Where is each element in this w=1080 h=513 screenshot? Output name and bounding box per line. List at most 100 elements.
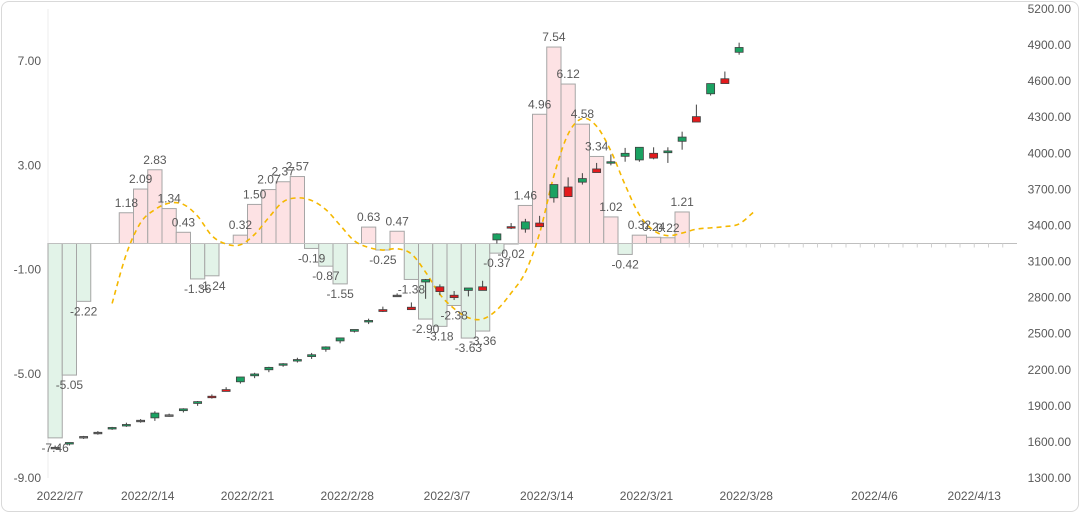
candle-2 [79, 435, 89, 439]
candle-27 [435, 284, 445, 296]
candle-25 [406, 302, 416, 311]
bar-label-34: 4.96 [528, 97, 552, 111]
right-tick-2: 1900.00 [1028, 399, 1072, 413]
candle-41 [634, 146, 644, 162]
bar-data-labels: -7.46 -5.05 -2.22 1.18 2.09 2.83 1.34 0.43 -1.36… [41, 30, 694, 455]
candle-21 [349, 329, 359, 333]
candle-40 [620, 147, 630, 162]
candle-48 [734, 42, 744, 55]
bar-label-11: -1.24 [198, 279, 226, 293]
bar-10 [190, 243, 206, 280]
bar-label-39: 1.02 [599, 200, 623, 214]
right-tick-3: 2200.00 [1028, 363, 1072, 377]
right-tick-0: 1300.00 [1028, 471, 1072, 485]
candle-0 [50, 445, 60, 450]
bar-label-43: 0.22 [656, 221, 680, 235]
candle-20 [335, 337, 345, 344]
candle-42 [649, 147, 659, 160]
bar-label-41: 0.32 [628, 218, 652, 232]
candle-22 [364, 318, 374, 325]
right-tick-11: 4600.00 [1028, 74, 1072, 88]
candle-26 [421, 278, 431, 299]
x-tick-9: 2022/4/13 [948, 489, 1002, 503]
right-axis-ticks: 1300.00 1600.00 1900.00 2200.00 2500.00 2800.… [1028, 2, 1072, 485]
candle-34 [535, 215, 545, 228]
candle-37 [577, 173, 587, 185]
candlestick-series [50, 42, 744, 450]
x-tick-0: 2022/2/7 [37, 489, 84, 503]
bar-series [47, 46, 690, 439]
bar-label-29: -3.63 [455, 341, 483, 355]
x-tick-2: 2022/2/21 [221, 489, 275, 503]
right-tick-7: 3400.00 [1028, 218, 1072, 232]
x-tick-5: 2022/3/14 [520, 489, 574, 503]
candle-46 [706, 83, 716, 96]
bar-label-5: 1.18 [115, 196, 139, 210]
x-axis-ticks: 2022/2/7 2022/2/14 2022/2/21 2022/2/28 2022/… [37, 489, 1002, 503]
right-tick-12: 4900.00 [1028, 38, 1072, 52]
bar-label-44: 1.21 [670, 195, 694, 209]
candle-10 [193, 401, 203, 406]
bar-label-36: 6.12 [556, 67, 580, 81]
bar-43 [660, 237, 676, 244]
candle-44 [677, 131, 687, 150]
bar-label-38: 3.34 [585, 139, 609, 153]
bar-label-2: -2.22 [70, 304, 98, 318]
bar-label-17: 2.57 [286, 160, 310, 174]
candle-47 [720, 71, 730, 84]
left-axis-ticks: -9.00 -5.00 -1.00 3.00 7.00 [14, 54, 42, 485]
candle-12 [221, 387, 231, 392]
x-tick-4: 2022/3/7 [424, 489, 471, 503]
candle-35 [549, 184, 559, 203]
bar-0 [47, 243, 63, 439]
candle-14 [250, 372, 260, 379]
bar-label-33: 1.46 [514, 188, 538, 202]
bar-label-10: -1.36 [184, 282, 212, 296]
candle-18 [307, 352, 317, 359]
bar-25 [403, 243, 419, 280]
x-tick-3: 2022/2/28 [321, 489, 375, 503]
bar-label-8: 1.34 [157, 192, 181, 206]
candle-23 [378, 306, 388, 313]
bar-42 [646, 236, 662, 245]
bar-label-31: -0.37 [483, 256, 511, 270]
left-tick-3: 3.00 [18, 158, 42, 172]
candle-3 [93, 431, 103, 435]
x-tick-6: 2022/3/21 [620, 489, 674, 503]
candle-6 [136, 419, 146, 423]
bar-24 [389, 230, 405, 245]
bar-13 [232, 234, 248, 244]
bar-label-27: -3.18 [426, 329, 454, 343]
bar-23 [375, 243, 391, 251]
bar-40 [617, 243, 633, 255]
left-tick-2: -1.00 [14, 263, 42, 277]
candle-33 [520, 218, 530, 233]
bar-label-6: 2.09 [129, 172, 153, 186]
candle-5 [121, 422, 131, 427]
candle-24 [392, 293, 402, 298]
right-tick-5: 2800.00 [1028, 291, 1072, 305]
bar-label-18: -0.19 [298, 251, 326, 265]
bar-label-37: 4.58 [571, 107, 595, 121]
bar-9 [175, 231, 191, 245]
bar-label-0: -7.46 [41, 441, 69, 455]
zero-baseline-grid [48, 243, 1017, 248]
candle-4 [107, 426, 117, 430]
bar-18 [304, 243, 320, 249]
left-tick-4: 7.00 [18, 54, 42, 68]
bar-41 [631, 234, 647, 244]
bar-label-24: 0.47 [385, 214, 409, 228]
candle-43 [663, 147, 673, 163]
candle-39 [606, 154, 616, 166]
candle-8 [164, 413, 174, 417]
candle-19 [321, 346, 331, 352]
candle-28 [449, 291, 459, 301]
left-tick-1: -5.00 [14, 367, 42, 381]
bar-11 [204, 243, 220, 277]
bar-label-19: -0.87 [312, 269, 340, 283]
candle-17 [292, 357, 302, 363]
right-tick-10: 4300.00 [1028, 110, 1072, 124]
right-tick-8: 3700.00 [1028, 182, 1072, 196]
bar-39 [603, 216, 619, 245]
